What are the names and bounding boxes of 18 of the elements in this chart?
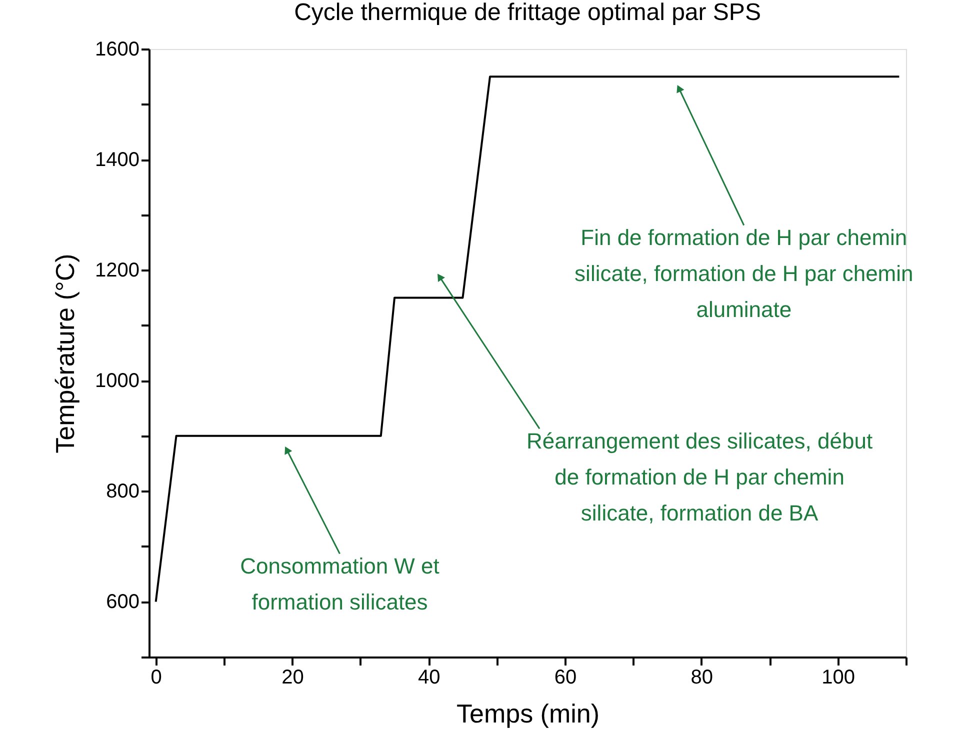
annotation: Réarrangement des silicates, début de formation de H par chemin silicate, formation de BA (526, 428, 873, 526)
chart-title: Cycle thermique de frittage optimal par SPS (294, 0, 761, 26)
x-tick-label: 80 (690, 666, 714, 688)
x-tick-label: 40 (418, 666, 440, 688)
x-tick-label: 20 (282, 666, 304, 688)
x-tick-label: 0 (150, 666, 162, 688)
y-tick-label: 1400 (95, 149, 140, 172)
x-tick-label: 60 (554, 666, 577, 688)
y-tick-label: 1600 (95, 38, 140, 60)
y-tick-label: 800 (106, 480, 140, 503)
y-tick-label: 1200 (95, 260, 140, 282)
y-tick-label: 600 (106, 591, 140, 614)
x-tick-label: 100 (822, 666, 855, 688)
y-tick-label: 1000 (95, 370, 140, 392)
x-axis-title: Temps (min) (456, 698, 600, 728)
annotation: Consommation W et formation silicates (240, 554, 440, 615)
annotation: Fin de formation de H par chemin silicate, formation de H par chemin aluminate (574, 225, 914, 322)
y-axis-title: Température (°C) (50, 254, 80, 454)
